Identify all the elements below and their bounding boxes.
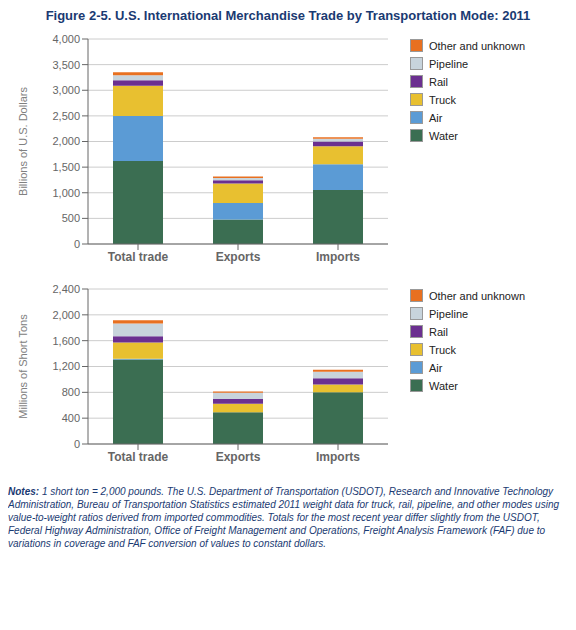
svg-text:Total trade: Total trade <box>108 450 169 464</box>
svg-text:3,500: 3,500 <box>52 59 80 71</box>
svg-text:0: 0 <box>74 438 80 450</box>
svg-text:800: 800 <box>62 386 80 398</box>
html-text:Rail: Rail <box>429 325 448 338</box>
html-text:Truck: Truck <box>429 93 457 106</box>
svg-text:2,500: 2,500 <box>52 110 80 122</box>
svg-text:400: 400 <box>62 412 80 424</box>
html-text:Pipeline: Pipeline <box>429 307 469 320</box>
svg-text:2,400: 2,400 <box>52 283 80 295</box>
svg-text:1,000: 1,000 <box>52 187 80 199</box>
svg-text:Imports: Imports <box>316 250 360 264</box>
svg-text:4,000: 4,000 <box>52 33 80 45</box>
svg-text:Exports: Exports <box>216 450 261 464</box>
html-text:Rail: Rail <box>429 75 448 88</box>
svg-text:1,200: 1,200 <box>52 360 80 372</box>
svg-text:0: 0 <box>74 238 80 250</box>
svg-text:Billions of U.S. Dollars: Billions of U.S. Dollars <box>17 87 29 196</box>
svg-text:500: 500 <box>62 212 80 224</box>
svg-text:1,600: 1,600 <box>52 335 80 347</box>
html-text:Pipeline: Pipeline <box>429 57 469 70</box>
html-text:Figure 2-5. U.S. International: Figure 2-5. U.S. International Merchandi… <box>45 8 531 23</box>
svg-text:3,000: 3,000 <box>52 84 80 96</box>
svg-text:2,000: 2,000 <box>52 309 80 321</box>
html-text:Water: Water <box>429 379 458 392</box>
html-text:Air: Air <box>429 361 443 374</box>
html-text:Water: Water <box>429 129 458 142</box>
svg-text:Exports: Exports <box>216 250 261 264</box>
svg-text:2,000: 2,000 <box>52 135 80 147</box>
svg-text:Millions of Short Tons: Millions of Short Tons <box>17 314 29 419</box>
html-text:Air: Air <box>429 111 443 124</box>
html-text:Other and unknown: Other and unknown <box>429 39 525 52</box>
svg-text:1,500: 1,500 <box>52 161 80 173</box>
html-text:Other and unknown: Other and unknown <box>429 289 525 302</box>
html-text:Notes: 1 short ton = 2,000 pou: Notes: 1 short ton = 2,000 pounds. The U… <box>8 486 559 549</box>
html-text:Truck: Truck <box>429 343 457 356</box>
svg-text:Total trade: Total trade <box>108 250 169 264</box>
svg-text:Imports: Imports <box>316 450 360 464</box>
